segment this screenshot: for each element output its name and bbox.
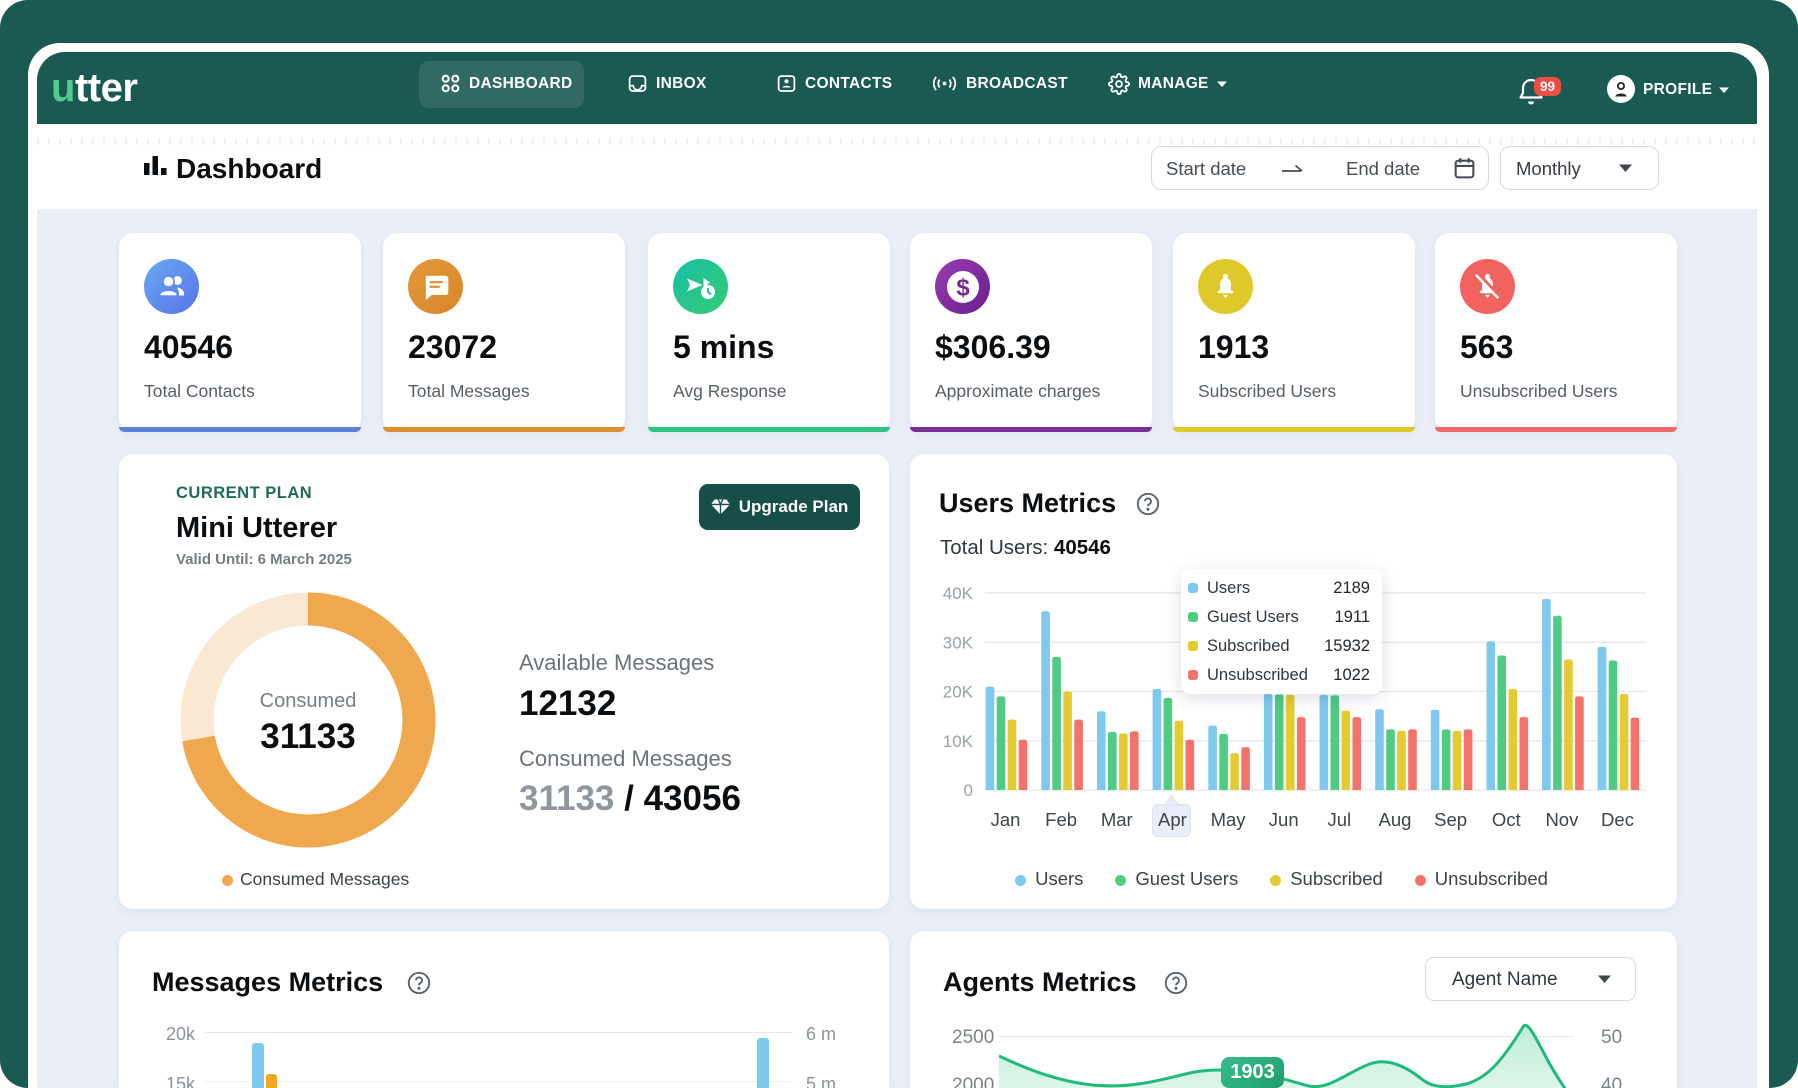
svg-text:Mar: Mar — [1101, 809, 1133, 830]
svg-text:Sep: Sep — [1434, 809, 1467, 830]
svg-text:May: May — [1211, 809, 1247, 830]
svg-text:Feb: Feb — [1045, 809, 1077, 830]
svg-text:Jun: Jun — [1269, 809, 1299, 830]
svg-text:40K: 40K — [943, 584, 974, 603]
svg-text:0: 0 — [964, 781, 973, 800]
svg-text:Apr: Apr — [1158, 809, 1187, 830]
svg-text:$: $ — [956, 274, 970, 301]
svg-text:Aug: Aug — [1379, 809, 1412, 830]
svg-text:Jan: Jan — [991, 809, 1021, 830]
svg-text:Nov: Nov — [1545, 809, 1579, 830]
svg-text:Dec: Dec — [1601, 809, 1634, 830]
svg-text:Oct: Oct — [1492, 809, 1521, 830]
svg-text:Jul: Jul — [1327, 809, 1351, 830]
svg-text:10K: 10K — [943, 732, 974, 751]
svg-text:20K: 20K — [943, 683, 974, 702]
svg-text:30K: 30K — [943, 633, 974, 652]
